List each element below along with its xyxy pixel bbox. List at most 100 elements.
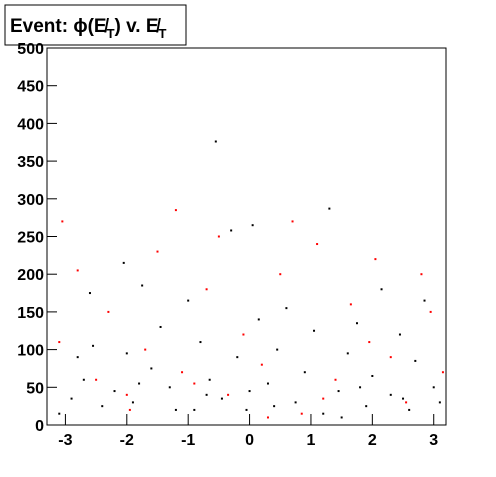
point	[88, 292, 91, 295]
point	[61, 220, 64, 223]
point	[125, 352, 128, 355]
point	[251, 224, 254, 227]
point	[141, 284, 144, 287]
point	[291, 220, 294, 223]
point	[92, 344, 95, 347]
point	[337, 390, 340, 393]
y-tick-label: 400	[17, 116, 44, 133]
point	[220, 397, 223, 400]
point	[340, 416, 343, 419]
y-tick-label: 100	[17, 343, 44, 360]
point	[398, 333, 401, 336]
point	[208, 378, 211, 381]
point	[181, 371, 184, 374]
y-tick-label: 0	[35, 418, 44, 435]
point	[279, 273, 282, 276]
point	[380, 288, 383, 291]
point	[199, 341, 202, 344]
point	[316, 243, 319, 246]
y-tick-label: 150	[17, 305, 44, 322]
x-tick-label: 1	[307, 432, 316, 449]
point	[193, 382, 196, 385]
y-tick-label: 300	[17, 192, 44, 209]
point	[408, 408, 411, 411]
point	[276, 348, 279, 351]
point	[159, 325, 162, 328]
point	[144, 348, 147, 351]
point	[214, 140, 217, 143]
point	[273, 405, 276, 408]
point	[76, 356, 79, 359]
point	[70, 397, 73, 400]
point	[156, 250, 159, 253]
point	[257, 318, 260, 321]
point	[355, 322, 358, 325]
point	[122, 261, 125, 264]
point	[414, 359, 417, 362]
point	[107, 310, 110, 313]
x-tick-label: -3	[58, 432, 72, 449]
point	[405, 401, 408, 404]
point	[371, 374, 374, 377]
point	[374, 258, 377, 261]
point	[205, 393, 208, 396]
x-tick-label: -1	[181, 432, 195, 449]
point	[217, 235, 220, 238]
title-subscript: T	[159, 26, 167, 41]
point	[294, 401, 297, 404]
point	[205, 288, 208, 291]
point	[322, 412, 325, 415]
point	[82, 378, 85, 381]
point	[58, 341, 61, 344]
point	[95, 378, 98, 381]
point	[266, 382, 269, 385]
point	[313, 329, 316, 332]
point	[328, 207, 331, 210]
point	[423, 299, 426, 302]
y-tick-label: 500	[17, 41, 44, 58]
point	[174, 209, 177, 212]
point	[420, 273, 423, 276]
point	[101, 405, 104, 408]
y-tick-label: 350	[17, 154, 44, 171]
point	[168, 386, 171, 389]
point	[187, 299, 190, 302]
title-subscript: T	[107, 26, 115, 41]
y-tick-label: 450	[17, 79, 44, 96]
y-tick-label: 200	[17, 267, 44, 284]
x-tick-label: -2	[120, 432, 134, 449]
point	[334, 378, 337, 381]
point	[58, 412, 61, 415]
point	[227, 393, 230, 396]
point	[368, 341, 371, 344]
point	[365, 405, 368, 408]
point	[349, 303, 352, 306]
point	[441, 371, 444, 374]
point	[248, 390, 251, 393]
point	[402, 397, 405, 400]
chart-title: Event: ϕ(E̸T) v. E̸T	[10, 16, 167, 41]
point	[150, 367, 153, 370]
point	[429, 310, 432, 313]
point	[359, 386, 362, 389]
point	[230, 229, 233, 232]
x-tick-label: 3	[429, 432, 438, 449]
point	[76, 269, 79, 272]
x-tick-label: 0	[245, 432, 254, 449]
title-box	[4, 4, 187, 46]
point	[245, 408, 248, 411]
point	[285, 307, 288, 310]
point	[236, 356, 239, 359]
y-tick-label: 50	[26, 380, 44, 397]
point	[260, 363, 263, 366]
title-part: Event: ϕ(E̸	[10, 16, 110, 37]
point	[138, 382, 141, 385]
point	[125, 393, 128, 396]
point	[389, 393, 392, 396]
point	[242, 333, 245, 336]
point	[389, 356, 392, 359]
point	[438, 401, 441, 404]
point	[346, 352, 349, 355]
